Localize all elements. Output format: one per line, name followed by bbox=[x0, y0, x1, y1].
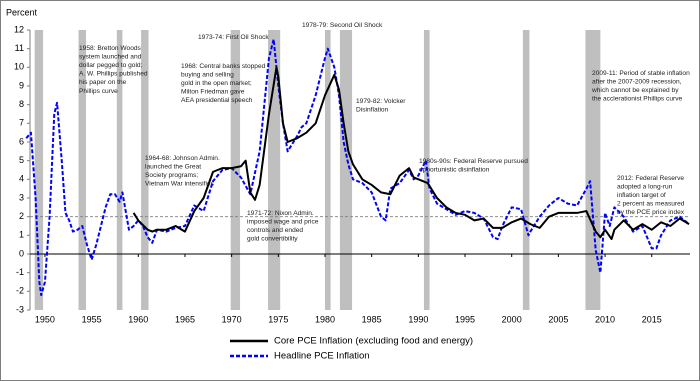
y-tick-label: 8 bbox=[19, 99, 24, 109]
x-tick-label: 1960 bbox=[128, 314, 148, 324]
annotation: imposed wage and price bbox=[247, 218, 319, 225]
legend-label: Core PCE Inflation (excluding food and e… bbox=[274, 336, 473, 347]
annotation: after the 2007-2009 recession, bbox=[592, 78, 682, 85]
recession-band bbox=[585, 30, 601, 310]
annotation: 1964-68: Johnson Admin. bbox=[145, 155, 220, 162]
x-tick-label: 1995 bbox=[455, 314, 475, 324]
annotation: Vietnam War intensifies bbox=[145, 181, 215, 188]
x-tick-label: 1950 bbox=[35, 314, 55, 324]
y-axis-label: Percent bbox=[6, 7, 38, 17]
annotation: Society programs; bbox=[145, 172, 198, 179]
y-tick-label: 5 bbox=[19, 155, 24, 165]
annotation: buying and selling bbox=[181, 71, 234, 78]
annotation: 2012: Federal Reserve bbox=[617, 175, 684, 182]
x-tick-label: 1980 bbox=[315, 314, 335, 324]
annotation: 1958: Bretton Woods bbox=[79, 45, 142, 52]
annotation: his paper on the bbox=[79, 79, 127, 86]
annotation: 2009-11: Period of stable inflation bbox=[592, 70, 690, 77]
y-tick-label: 10 bbox=[14, 62, 24, 72]
x-tick-label: 1990 bbox=[408, 314, 428, 324]
y-tick-label: 1 bbox=[19, 230, 24, 240]
x-tick-label: 1975 bbox=[268, 314, 288, 324]
x-tick-label: 2010 bbox=[595, 314, 615, 324]
y-tick-label: 9 bbox=[19, 80, 24, 90]
y-tick-label: -1 bbox=[16, 267, 24, 277]
series-line bbox=[132, 66, 690, 241]
annotation: gold convertibility bbox=[247, 236, 298, 243]
x-tick-label: 1965 bbox=[175, 314, 195, 324]
recession-band bbox=[339, 30, 353, 310]
annotation: 2 percent as measured bbox=[617, 201, 685, 208]
annotation: by the PCE price index bbox=[617, 209, 685, 216]
annotation: inflation target of bbox=[617, 192, 666, 199]
annotation: 1968: Central banks stopped bbox=[181, 63, 266, 70]
x-tick-label: 2005 bbox=[548, 314, 568, 324]
annotation: controls and ended bbox=[247, 227, 303, 234]
x-tick-label: 1985 bbox=[362, 314, 382, 324]
y-tick-label: -3 bbox=[16, 304, 24, 314]
annotation: 1973-74: First Oil Shock bbox=[198, 34, 269, 41]
y-tick-label: 3 bbox=[19, 192, 24, 202]
recession-band bbox=[522, 30, 530, 310]
annotation: opportunistic disinflation bbox=[419, 166, 490, 173]
annotation: A. W. Phillips published bbox=[79, 71, 148, 78]
recession-band bbox=[230, 30, 241, 310]
legend-label: Headline PCE Inflation bbox=[274, 351, 370, 362]
annotation: 1971-72: Nixon Admin. bbox=[247, 210, 314, 217]
x-tick-label: 2015 bbox=[642, 314, 662, 324]
series-line bbox=[25, 38, 690, 297]
recession-band bbox=[324, 30, 331, 310]
annotation: launched the Great bbox=[145, 163, 201, 170]
recession-band bbox=[116, 30, 123, 310]
annotation: Milton Friedman gave bbox=[181, 89, 245, 96]
y-tick-label: 6 bbox=[19, 136, 24, 146]
annotation: dollar pegged to gold; bbox=[79, 62, 143, 69]
x-tick-label: 1955 bbox=[82, 314, 102, 324]
y-tick-label: 12 bbox=[14, 24, 24, 34]
annotation: system launched and bbox=[79, 53, 142, 60]
y-tick-label: 7 bbox=[19, 118, 24, 128]
y-tick-label: 11 bbox=[15, 43, 24, 53]
recession-band bbox=[141, 30, 149, 310]
y-tick-label: 2 bbox=[19, 211, 24, 221]
annotation: adopted a long-run bbox=[617, 183, 673, 190]
recession-band bbox=[34, 30, 44, 310]
recession-band bbox=[78, 30, 87, 310]
annotation: gold in the open market; bbox=[181, 80, 252, 87]
x-tick-label: 2000 bbox=[502, 314, 522, 324]
y-tick-label: -2 bbox=[16, 286, 24, 296]
annotation: 1980s-90s: Federal Reserve pursued bbox=[419, 158, 528, 165]
annotation: Phillips curve bbox=[79, 88, 118, 95]
annotation: AEA presidential speech bbox=[181, 97, 253, 104]
annotation: 1978-79: Second Oil Shock bbox=[302, 22, 383, 29]
annotation: 1979-82: Volcker bbox=[356, 98, 406, 105]
annotation: which cannot be explained by bbox=[591, 87, 679, 94]
x-tick-label: 1970 bbox=[222, 314, 242, 324]
annotation: the acclerationist Phillips curve bbox=[592, 96, 682, 103]
annotation: Disinflation bbox=[356, 106, 389, 113]
y-tick-label: 0 bbox=[19, 248, 24, 258]
y-tick-label: 4 bbox=[19, 174, 24, 184]
